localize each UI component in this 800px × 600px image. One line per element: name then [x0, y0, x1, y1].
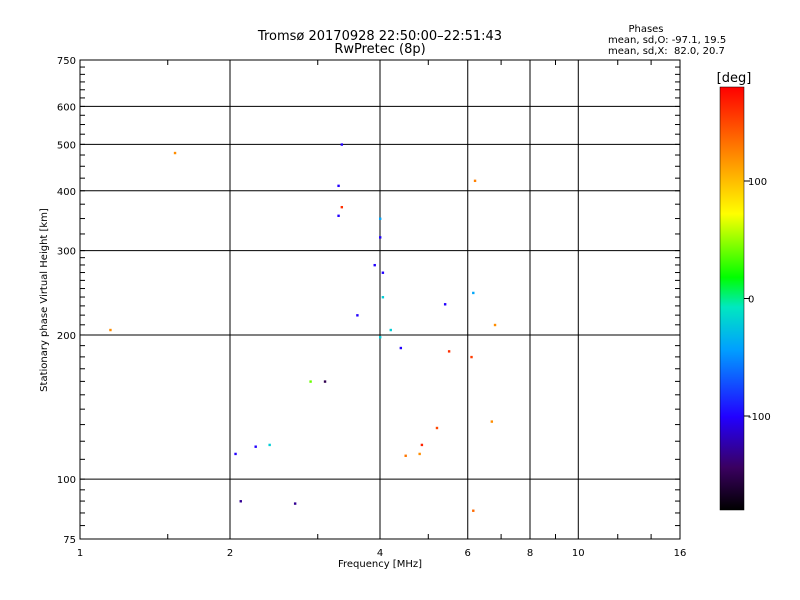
data-point [293, 502, 297, 505]
data-point [109, 328, 112, 332]
data-point [473, 179, 477, 183]
data-point [337, 214, 340, 217]
data-point [239, 500, 242, 503]
data-point [420, 443, 424, 447]
data-point [268, 443, 271, 447]
data-point [309, 380, 312, 383]
x-tick-label: 1 [77, 548, 83, 559]
data-point [323, 380, 327, 383]
data-point [435, 426, 439, 430]
data-point [472, 509, 475, 512]
data-point [340, 205, 344, 209]
colorbar-tick-label: 0 [748, 295, 754, 306]
x-tick-labels: 1 2 4 6 8 10 16 [77, 548, 687, 559]
x-tick-label: 8 [527, 548, 533, 559]
data-point [373, 263, 376, 267]
data-point [337, 184, 340, 188]
data-point [381, 296, 385, 299]
data-point [340, 143, 344, 146]
x-tick-label: 2 [227, 548, 233, 559]
data-point [234, 452, 237, 456]
data-point [389, 328, 392, 332]
data-point [399, 346, 403, 350]
x-axis-label: Frequency [MHz] [338, 559, 422, 570]
x-tick-label: 6 [465, 548, 471, 559]
data-point [404, 454, 407, 457]
x-tick-label: 4 [377, 548, 383, 559]
colorbar-tick-label: 100 [748, 177, 767, 188]
x-tick-label: 16 [674, 548, 687, 559]
data-point [381, 271, 385, 274]
grid-lines [80, 60, 680, 539]
stats-line-o: mean, sd,O: -97.1, 19.5 [608, 35, 726, 46]
data-points [109, 143, 497, 512]
data-point [447, 350, 451, 353]
stats-line-x: mean, sd,X: 82.0, 20.7 [608, 46, 725, 57]
data-point [254, 445, 257, 448]
data-point [173, 151, 177, 155]
chart-title: Tromsø 20170928 22:50:00–22:51:43 [257, 29, 502, 44]
y-axis-label: Stationary phase Virtual Height [km] [39, 208, 50, 392]
y-tick-label: 600 [57, 102, 76, 113]
stats-heading: Phases [628, 24, 663, 35]
data-point [379, 336, 382, 339]
x-tick-label: 10 [572, 548, 585, 559]
colorbar [719, 86, 745, 511]
data-point [472, 291, 475, 295]
y-tick-label: 200 [57, 331, 76, 342]
y-tick-label: 400 [57, 187, 76, 198]
y-tick-label: 100 [57, 475, 76, 486]
data-point [443, 303, 447, 306]
colorbar-label: [deg] [717, 71, 752, 86]
axis-ticks [80, 60, 680, 539]
y-tick-label: 500 [57, 140, 76, 151]
colorbar-tick-label: -100 [748, 412, 771, 423]
data-point [379, 236, 382, 239]
y-tick-label: 300 [57, 247, 76, 258]
data-point [470, 355, 473, 359]
data-point [418, 452, 421, 456]
colorbar-ticks: 100 0 -100 [744, 177, 771, 423]
y-tick-label: 75 [63, 535, 76, 546]
y-tick-label: 750 [57, 56, 76, 67]
data-point [490, 420, 494, 423]
chart-subtitle: RwPretec (8p) [334, 42, 425, 57]
data-point [356, 314, 359, 317]
data-point [379, 217, 382, 220]
y-tick-labels: 75 100 200 300 400 500 600 750 [57, 56, 76, 546]
data-point [493, 323, 497, 327]
